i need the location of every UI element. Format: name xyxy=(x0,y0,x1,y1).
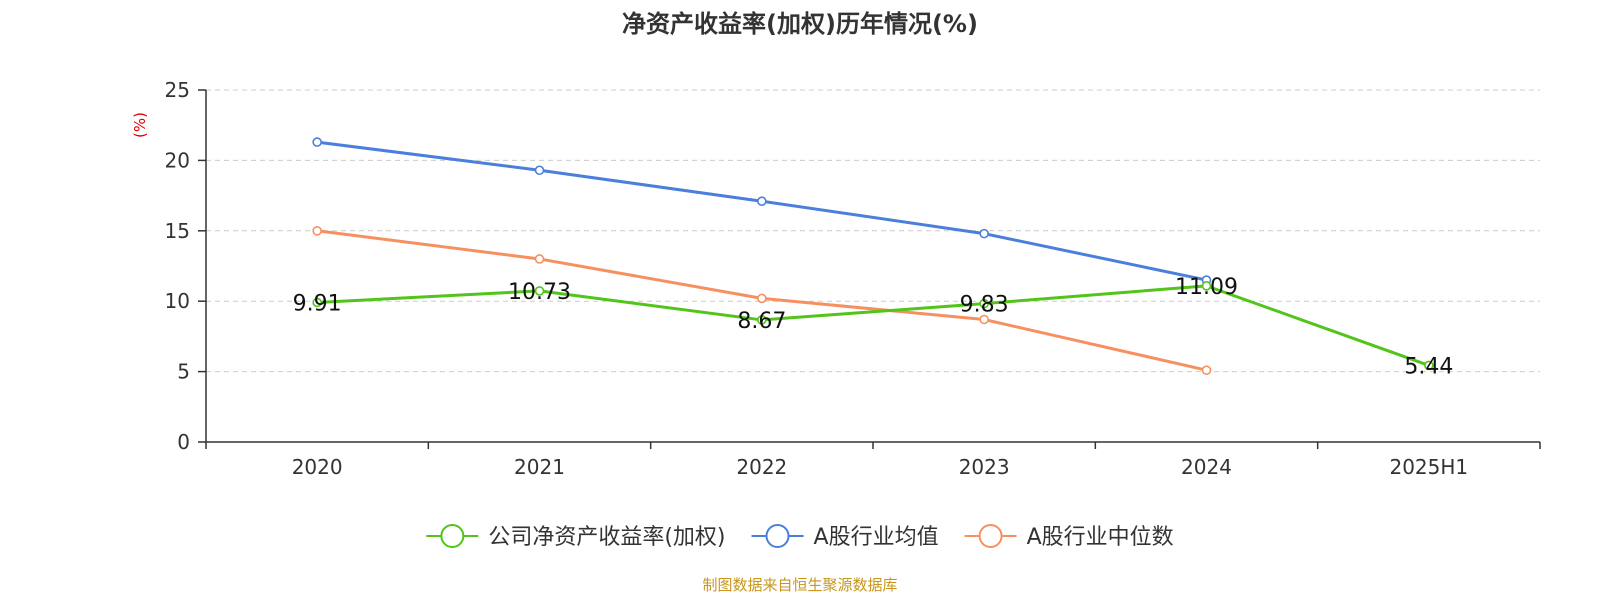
legend-item: A股行业中位数 xyxy=(964,524,1174,550)
data-label: 11.09 xyxy=(1175,275,1238,300)
legend-label: A股行业均值 xyxy=(814,525,939,550)
x-tick-label: 2022 xyxy=(736,455,787,479)
y-tick-label: 0 xyxy=(177,430,190,454)
data-point xyxy=(1201,365,1212,375)
data-label: 5.44 xyxy=(1404,354,1453,379)
data-point xyxy=(312,226,322,236)
x-tick-label: 2021 xyxy=(514,455,565,479)
x-tick-label: 2024 xyxy=(1181,455,1232,479)
data-label: 9.91 xyxy=(293,291,342,316)
data-label: 8.67 xyxy=(737,309,786,334)
grid-layer xyxy=(206,89,1540,373)
series-line-0 xyxy=(317,284,1430,367)
legend-marker xyxy=(978,524,1003,548)
data-point xyxy=(534,165,545,176)
legend-item: A股行业均值 xyxy=(751,524,939,550)
data-point xyxy=(312,137,322,147)
legend-label: 公司净资产收益率(加权) xyxy=(488,525,725,550)
x-tick-label: 2023 xyxy=(959,455,1010,479)
x-tick-label: 2025H1 xyxy=(1389,455,1468,479)
data-label: 9.83 xyxy=(960,293,1009,318)
data-point xyxy=(1201,281,1212,291)
series-line-1 xyxy=(316,140,1207,282)
data-point xyxy=(757,196,767,207)
data-point xyxy=(757,293,767,304)
data-point xyxy=(534,286,545,296)
axis-layer: 0 5 10 15 20 25 2020 2021 2022 2023 2024 2025H1 xyxy=(165,78,1541,479)
legend: 公司净资产收益率(加权) A股行业均值 A股行业中位数 xyxy=(426,524,1174,550)
data-point xyxy=(979,314,989,325)
y-tick-label: 25 xyxy=(165,78,190,102)
legend-item: 公司净资产收益率(加权) xyxy=(426,524,726,550)
chart-title: 净资产收益率(加权)历年情况(%) xyxy=(622,10,978,38)
y-tick-label: 15 xyxy=(165,219,190,243)
data-point xyxy=(979,228,989,239)
series-layer xyxy=(312,137,1434,375)
y-tick-label: 5 xyxy=(177,360,190,384)
data-point xyxy=(534,254,545,264)
data-point xyxy=(312,297,322,308)
data-point xyxy=(1424,360,1434,371)
legend-marker xyxy=(440,524,465,548)
label-layer: 9.91 10.73 8.67 9.83 11.09 5.44 xyxy=(293,275,1454,380)
data-point xyxy=(979,298,989,309)
data-point xyxy=(757,315,767,325)
data-label: 10.73 xyxy=(508,280,571,305)
legend-marker xyxy=(765,524,790,548)
y-tick-label: 20 xyxy=(165,148,190,172)
legend-label: A股行业中位数 xyxy=(1027,525,1174,550)
x-tick-label: 2020 xyxy=(292,455,343,479)
y-axis-label: (%) xyxy=(131,112,149,138)
data-source-note: 制图数据来自恒生聚源数据库 xyxy=(702,576,897,594)
y-tick-label: 10 xyxy=(165,289,190,313)
